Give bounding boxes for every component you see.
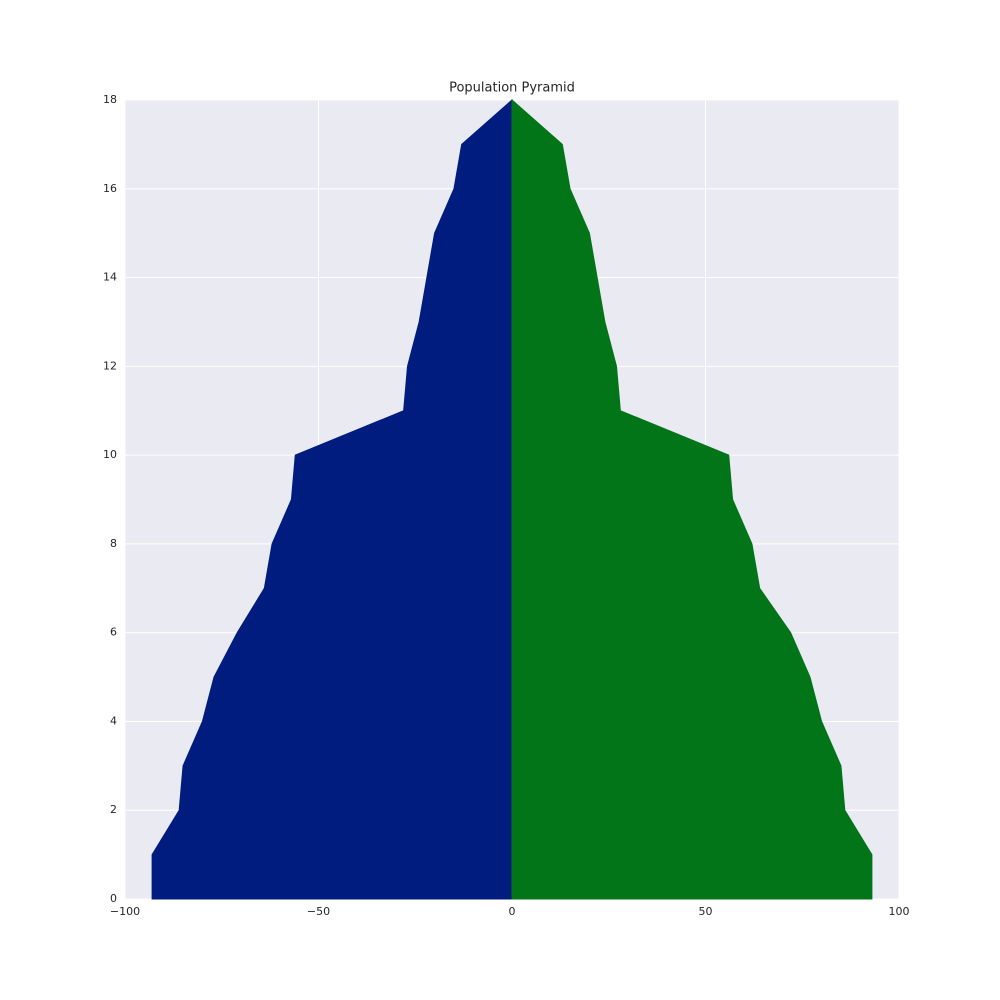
y-tick-label: 18 bbox=[103, 93, 117, 106]
area bbox=[151, 98, 513, 900]
x-tick-label: −100 bbox=[110, 905, 140, 918]
y-tick-label: 6 bbox=[110, 626, 117, 639]
y-tick-label: 10 bbox=[103, 448, 117, 461]
x-tick-label: −50 bbox=[307, 905, 330, 918]
y-tick-label: 2 bbox=[110, 803, 117, 816]
x-tick-label: 50 bbox=[699, 905, 713, 918]
y-tick-label: 0 bbox=[110, 892, 117, 905]
x-tick-label: 0 bbox=[509, 905, 516, 918]
y-tick-label: 8 bbox=[110, 537, 117, 550]
y-tick-label: 16 bbox=[103, 182, 117, 195]
chart-title: Population Pyramid bbox=[449, 81, 575, 96]
y-tick-label: 14 bbox=[103, 271, 117, 284]
x-tick-label: 100 bbox=[889, 905, 910, 918]
area bbox=[511, 98, 873, 900]
y-tick-label: 4 bbox=[110, 714, 117, 727]
y-tick-label: 12 bbox=[103, 359, 117, 372]
